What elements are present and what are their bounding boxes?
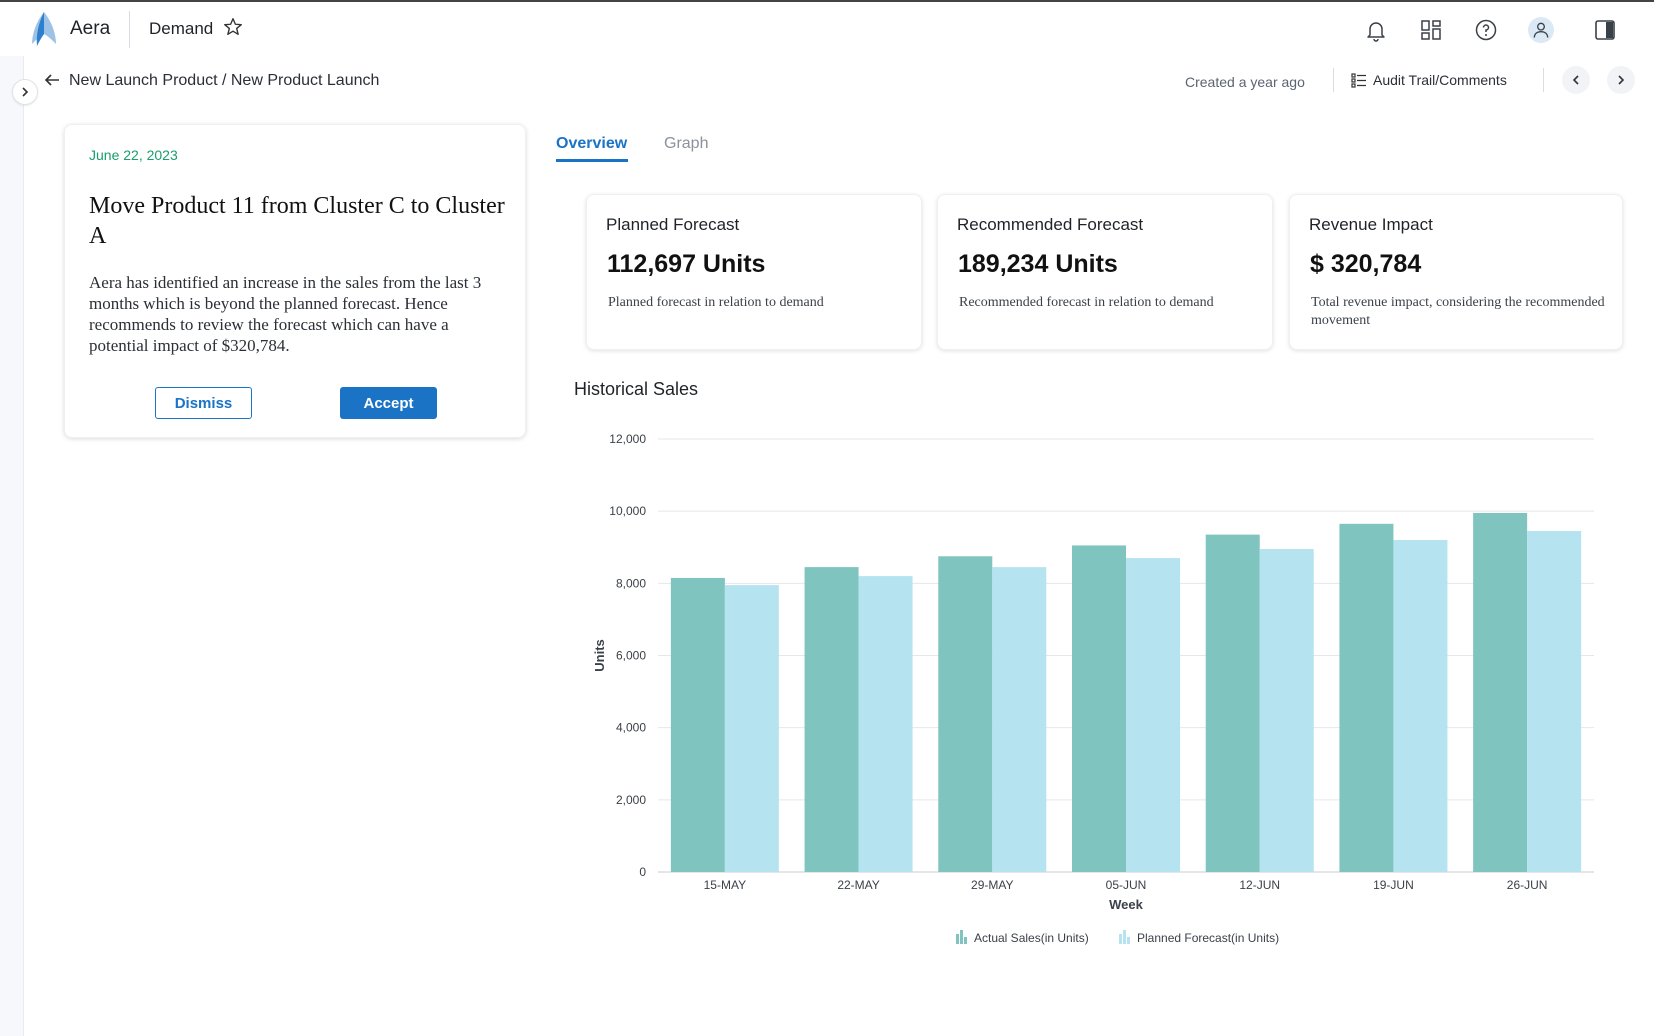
tab-graph[interactable]: Graph: [664, 135, 709, 152]
x-tick-label: 29-MAY: [971, 878, 1013, 892]
x-tick-label: 15-MAY: [704, 878, 746, 892]
apps-button[interactable]: [1417, 16, 1445, 44]
header-divider: [1543, 68, 1544, 92]
kpi-label: Recommended Forecast: [957, 215, 1144, 234]
x-tick-label: 22-MAY: [837, 878, 879, 892]
legend-swatch: [960, 930, 963, 944]
bar-actual-sales: [938, 556, 993, 872]
help-button[interactable]: [1472, 16, 1500, 44]
recommendation-title: Move Product 11 from Cluster C to Cluste…: [89, 193, 505, 249]
user-profile-button[interactable]: [1527, 16, 1555, 44]
bar-actual-sales: [1473, 512, 1528, 872]
bar-actual-sales: [1072, 545, 1126, 872]
kpi-card-planned-forecast: Planned Forecast 112,697 Units Planned f…: [586, 194, 922, 350]
y-tick-label: 12,000: [609, 432, 646, 446]
dismiss-button[interactable]: Dismiss: [155, 387, 252, 419]
window-top-border: [0, 0, 1654, 2]
bar-planned-forecast: [724, 585, 779, 872]
y-tick-label: 2,000: [616, 793, 646, 807]
brand-name: Aera: [70, 18, 111, 39]
tab-overview[interactable]: Overview: [556, 135, 628, 152]
kpi-card-revenue-impact: Revenue Impact $ 320,784 Total revenue i…: [1289, 194, 1623, 350]
previous-button[interactable]: [1562, 66, 1590, 94]
panel-toggle-icon: [1595, 20, 1615, 40]
user-icon: [1533, 22, 1549, 38]
recommendation-card: June 22, 2023 Move Product 11 from Clust…: [64, 124, 526, 438]
back-arrow-icon[interactable]: [42, 70, 62, 90]
x-tick-label: 19-JUN: [1373, 878, 1414, 892]
bar-actual-sales: [670, 577, 725, 872]
kpi-value: 189,234 Units: [958, 250, 1118, 278]
chevron-left-icon: [1572, 75, 1579, 85]
kpi-description: Total revenue impact, considering the re…: [1311, 295, 1605, 328]
x-tick-label: 12-JUN: [1239, 878, 1280, 892]
y-tick-label: 4,000: [616, 721, 646, 735]
x-tick-label: 26-JUN: [1507, 878, 1548, 892]
top-bar: Aera Demand: [0, 2, 1654, 56]
kpi-value: 112,697 Units: [607, 250, 766, 278]
bar-planned-forecast: [858, 576, 913, 872]
list-icon: [1351, 73, 1366, 88]
historical-sales-chart: 0 2,000 4,000 6,000 8,000 10,000 12,000 15-MAY 2…: [592, 432, 1594, 945]
app-title: Demand: [149, 19, 214, 38]
expand-sidebar-button[interactable]: [12, 79, 38, 105]
help-icon: [1475, 19, 1497, 41]
side-panel-toggle[interactable]: [1591, 16, 1619, 44]
bar-planned-forecast: [1393, 540, 1448, 872]
y-tick-label: 10,000: [609, 504, 646, 518]
bar-actual-sales: [1205, 534, 1260, 872]
recommendation-date: June 22, 2023: [89, 147, 178, 163]
chevron-right-icon: [22, 87, 29, 97]
legend-swatch: [1119, 934, 1122, 944]
chevron-right-icon: [1618, 75, 1625, 85]
kpi-card-recommended-forecast: Recommended Forecast 189,234 Units Recom…: [937, 194, 1273, 350]
kpi-description: Recommended forecast in relation to dema…: [959, 295, 1214, 310]
bar-actual-sales: [804, 567, 859, 872]
apps-grid-icon: [1421, 20, 1441, 40]
avatar: [1528, 17, 1554, 43]
audit-trail-button[interactable]: Audit Trail/Comments: [1351, 72, 1507, 88]
y-tick-label: 8,000: [616, 576, 646, 590]
chart-title: Historical Sales: [574, 379, 699, 399]
kpi-label: Planned Forecast: [606, 215, 740, 234]
aera-logo-icon[interactable]: [26, 10, 62, 48]
legend-swatch: [1127, 937, 1130, 944]
next-button[interactable]: [1607, 66, 1635, 94]
active-tab-indicator: [556, 159, 628, 162]
created-timestamp: Created a year ago: [1185, 74, 1305, 90]
header-divider: [1333, 68, 1334, 92]
bar-planned-forecast: [1259, 549, 1314, 872]
bell-icon: [1367, 22, 1385, 42]
accept-button[interactable]: Accept: [340, 387, 437, 419]
legend-swatch: [1123, 930, 1126, 944]
bar-actual-sales: [1339, 523, 1394, 872]
kpi-description: Planned forecast in relation to demand: [608, 295, 824, 310]
kpi-label: Revenue Impact: [1309, 215, 1433, 234]
legend-label: Planned Forecast(in Units): [1137, 931, 1279, 945]
header-divider: [129, 11, 130, 48]
bar-planned-forecast: [992, 567, 1047, 872]
left-rail: [0, 56, 24, 1036]
recommendation-body: Aera has identified an increase in the s…: [89, 273, 482, 355]
x-tick-label: 05-JUN: [1106, 878, 1147, 892]
bar-planned-forecast: [1527, 531, 1582, 872]
bar-planned-forecast: [1126, 558, 1180, 872]
x-axis-label: Week: [1109, 897, 1143, 912]
legend-label: Actual Sales(in Units): [974, 931, 1089, 945]
audit-trail-label: Audit Trail/Comments: [1373, 72, 1507, 88]
y-tick-label: 0: [639, 865, 646, 879]
y-axis-label: Units: [592, 639, 607, 672]
breadcrumb[interactable]: New Launch Product / New Product Launch: [69, 72, 380, 89]
y-tick-label: 6,000: [616, 649, 646, 663]
kpi-value: $ 320,784: [1310, 250, 1422, 278]
favorite-star-icon[interactable]: [222, 16, 244, 38]
notifications-button[interactable]: [1362, 16, 1390, 44]
legend-swatch: [964, 937, 967, 944]
legend-swatch: [956, 934, 959, 944]
